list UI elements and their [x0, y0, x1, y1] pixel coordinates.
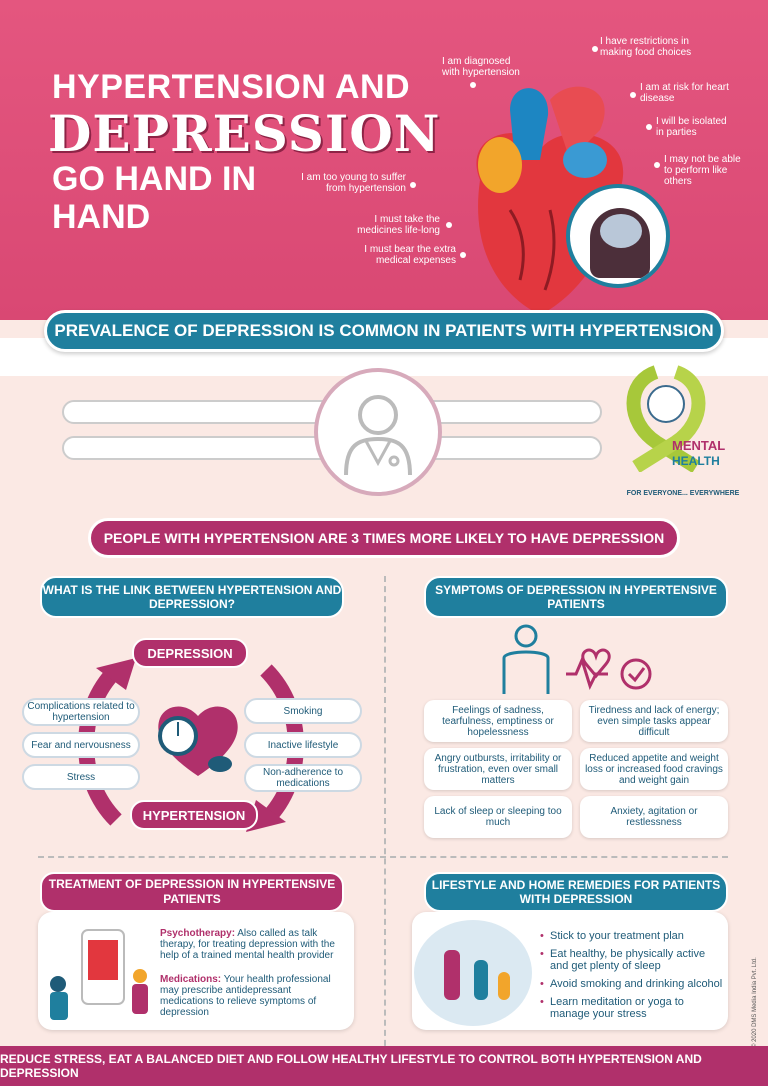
- family-exercise-image: [414, 920, 532, 1026]
- hypertension-label: HYPERTENSION: [130, 800, 258, 830]
- symptoms-icon: [502, 624, 652, 694]
- title-line-1: HYPERTENSION AND: [52, 68, 411, 106]
- depressed-person-image: [566, 184, 670, 288]
- lifestyle-item: Learn meditation or yoga to manage your …: [540, 996, 726, 1020]
- note-isolated: I will be isolated in parties: [656, 116, 727, 138]
- note-dot: [460, 252, 466, 258]
- lifestyle-item: Stick to your treatment plan: [540, 930, 726, 942]
- note-dot: [654, 162, 660, 168]
- link-left-item: Fear and nervousness: [22, 732, 140, 758]
- prevalence-banner: PREVALENCE OF DEPRESSION IS COMMON IN PA…: [44, 310, 724, 352]
- section-divider: [384, 576, 386, 1056]
- treatment-heading: TREATMENT OF DEPRESSION IN HYPERTENSIVE …: [40, 872, 344, 912]
- link-right-item: Smoking: [244, 698, 362, 724]
- note-dot: [630, 92, 636, 98]
- note-diagnosed: I am diagnosed with hypertension: [442, 56, 520, 78]
- note-dot: [410, 182, 416, 188]
- note-too-young: I am too young to suffer from hypertensi…: [301, 172, 406, 194]
- mental-health-logo: MENTAL HEALTH FOR EVERYONE... EVERYWHERE: [606, 362, 756, 502]
- symptom-item: Feelings of sadness, tearfulness, emptin…: [424, 700, 572, 742]
- link-right-item: Non-adherence to medications: [244, 764, 362, 792]
- psychotherapy-desc: Also called as talk therapy, for treatin…: [160, 928, 335, 961]
- note-perform: I may not be able to perform like others: [664, 154, 741, 187]
- medications-text: Medications: Your health professional ma…: [160, 974, 346, 1018]
- horizontal-divider: [38, 856, 728, 858]
- link-heading: WHAT IS THE LINK BETWEEN HYPERTENSION AN…: [40, 576, 344, 618]
- likely-banner: PEOPLE WITH HYPERTENSION ARE 3 TIMES MOR…: [88, 518, 680, 558]
- note-risk: I am at risk for heart disease: [640, 82, 729, 104]
- note-dot: [446, 222, 452, 228]
- medications-label: Medications:: [160, 974, 222, 985]
- therapy-illustration: [50, 929, 148, 1020]
- logo-tagline: FOR EVERYONE... EVERYWHERE: [626, 490, 740, 497]
- symptom-item: Reduced appetite and weight loss or incr…: [580, 748, 728, 790]
- link-left-item: Complications related to hypertension: [22, 698, 140, 726]
- note-dot: [592, 46, 598, 52]
- symptom-item: Anxiety, agitation or restlessness: [580, 796, 728, 838]
- note-food: I have restrictions in making food choic…: [600, 36, 692, 58]
- lifestyle-list: Stick to your treatment plan Eat healthy…: [540, 930, 726, 1026]
- lifestyle-item: Eat healthy, be physically active and ge…: [540, 948, 726, 972]
- copyright: © 2020 DMS Media India Pvt. Ltd.: [752, 957, 758, 1048]
- link-right-item: Inactive lifestyle: [244, 732, 362, 758]
- note-expenses: I must bear the extra medical expenses: [364, 244, 456, 266]
- symptom-item: Lack of sleep or sleeping too much: [424, 796, 572, 838]
- note-dot: [646, 124, 652, 130]
- symptom-item: Tiredness and lack of energy; even simpl…: [580, 700, 728, 742]
- symptoms-heading: SYMPTOMS OF DEPRESSION IN HYPERTENSIVE P…: [424, 576, 728, 618]
- symptom-item: Angry outbursts, irritability or frustra…: [424, 748, 572, 790]
- title-line-3: GO HAND IN HAND: [52, 160, 256, 236]
- link-left-item: Stress: [22, 764, 140, 790]
- psychotherapy-label: Psychotherapy:: [160, 928, 236, 939]
- medications-desc: Your health professional may prescribe a…: [160, 974, 331, 1018]
- lifestyle-item: Avoid smoking and drinking alcohol: [540, 978, 726, 990]
- title-line-2: DEPRESSION: [48, 104, 441, 163]
- logo-word-2: HEALTH: [672, 454, 720, 468]
- logo-word-1: MENTAL: [672, 438, 726, 453]
- footer-banner: REDUCE STRESS, EAT A BALANCED DIET AND F…: [0, 1046, 768, 1086]
- doctor-icon: [314, 368, 442, 496]
- note-dot: [470, 82, 476, 88]
- depression-label: DEPRESSION: [132, 638, 248, 668]
- lifestyle-heading: LIFESTYLE AND HOME REMEDIES FOR PATIENTS…: [424, 872, 728, 912]
- note-medicines: I must take the medicines life-long: [357, 214, 440, 236]
- blood-pressure-heart-icon: [158, 706, 238, 776]
- ribbon-icon: [626, 365, 706, 473]
- psychotherapy-text: Psychotherapy: Also called as talk thera…: [160, 928, 346, 961]
